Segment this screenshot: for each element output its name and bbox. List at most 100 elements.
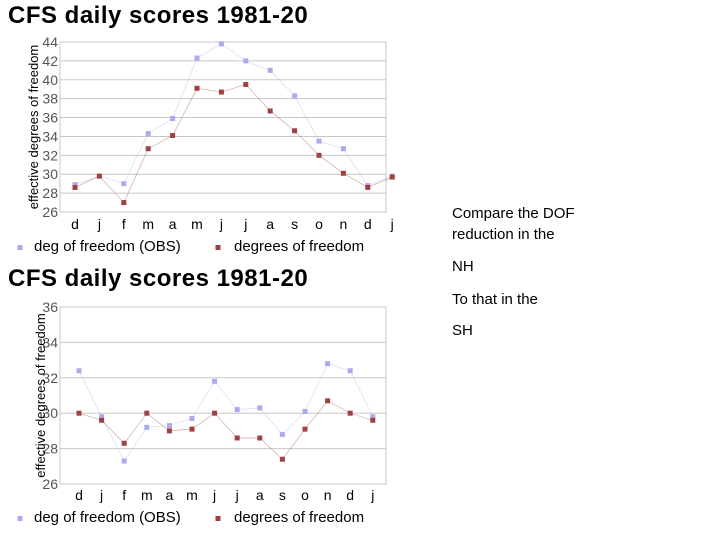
legend-entry: degrees of freedom <box>234 509 364 526</box>
x-tick-label: j <box>235 487 239 503</box>
x-tick-label: a <box>256 487 264 503</box>
data-point <box>279 456 285 462</box>
legend-entry: degrees of freedom <box>234 238 364 255</box>
y-tick-label: 38 <box>42 91 58 107</box>
x-tick-label: j <box>390 216 394 232</box>
data-point <box>302 426 308 432</box>
x-tick-label: d <box>75 487 83 503</box>
legend-entry: deg of freedom (OBS) <box>34 238 181 255</box>
x-tick-label: m <box>186 487 198 503</box>
x-tick-label: d <box>346 487 354 503</box>
data-point <box>292 93 298 99</box>
data-point <box>99 414 105 420</box>
x-tick-label: j <box>97 216 101 232</box>
data-point <box>170 116 176 121</box>
series-line-1 <box>74 84 393 204</box>
x-tick-label: a <box>266 216 274 232</box>
y-tick-label: 28 <box>42 185 58 201</box>
x-tick-label: n <box>324 487 332 503</box>
y-tick-label: 30 <box>42 405 58 421</box>
data-point <box>212 410 218 416</box>
x-tick-label: a <box>166 487 174 503</box>
data-point <box>316 138 322 144</box>
side-text-line-3: NH <box>452 258 474 275</box>
chart-title-1: CFS daily scores 1981-20 <box>8 2 309 29</box>
legend-entry: deg of freedom (OBS) <box>34 509 181 526</box>
data-point <box>144 410 150 416</box>
x-tick-label: d <box>71 216 79 232</box>
series-line-1 <box>78 400 373 460</box>
x-tick-label: j <box>99 487 103 503</box>
y-tick-label: 30 <box>42 166 58 182</box>
data-point <box>389 174 395 180</box>
side-text-line-4: To that in the <box>452 291 538 308</box>
data-point <box>99 417 105 423</box>
data-point <box>370 414 376 420</box>
data-point <box>347 410 353 416</box>
data-point <box>267 67 273 73</box>
y-tick-label: 28 <box>42 441 58 457</box>
data-point <box>121 181 127 187</box>
y-tick-label: 40 <box>42 72 58 88</box>
y-tick-label: 36 <box>42 299 58 315</box>
data-point <box>340 146 346 152</box>
data-point <box>194 85 200 91</box>
data-point <box>370 417 376 423</box>
data-point <box>170 133 176 138</box>
series-line-0 <box>78 363 374 462</box>
x-tick-label: o <box>315 216 323 232</box>
data-point <box>166 423 172 429</box>
data-point <box>218 89 224 95</box>
data-point <box>365 184 371 190</box>
x-tick-label: d <box>364 216 372 232</box>
data-point <box>121 440 127 446</box>
data-point <box>72 184 78 190</box>
data-point <box>218 41 224 47</box>
data-point <box>234 407 240 413</box>
data-point <box>189 416 195 422</box>
chart-title-2: CFS daily scores 1981-20 <box>8 265 309 292</box>
data-point <box>257 435 263 441</box>
data-point <box>76 368 82 374</box>
x-tick-label: f <box>122 487 126 503</box>
side-text-line-5: SH <box>452 322 473 339</box>
side-text-line-2: reduction in the <box>452 226 555 243</box>
side-text-line-1: Compare the DOF <box>452 205 575 222</box>
series-line-0 <box>74 43 393 186</box>
x-tick-label: m <box>191 216 203 232</box>
data-point <box>212 378 218 384</box>
data-point <box>243 58 249 64</box>
y-tick-label: 34 <box>42 334 58 350</box>
x-tick-label: m <box>142 216 154 232</box>
data-point <box>347 368 353 374</box>
x-tick-label: j <box>243 216 247 232</box>
data-point <box>76 410 82 416</box>
x-tick-label: m <box>141 487 153 503</box>
legend-marker <box>17 516 23 521</box>
y-tick-label: 26 <box>42 204 58 220</box>
data-point <box>325 398 331 404</box>
data-point <box>325 361 331 367</box>
y-tick-label: 34 <box>42 128 58 144</box>
data-point <box>96 173 102 179</box>
x-tick-label: j <box>219 216 223 232</box>
x-tick-label: j <box>370 487 374 503</box>
legend-marker <box>215 516 221 521</box>
data-point <box>243 82 249 87</box>
y-tick-label: 32 <box>42 370 58 386</box>
y-tick-label: 26 <box>42 476 58 492</box>
data-point <box>145 131 151 137</box>
data-point <box>121 200 127 206</box>
data-point <box>194 55 200 61</box>
data-point <box>189 426 195 432</box>
x-tick-label: n <box>340 216 348 232</box>
data-point <box>166 428 172 434</box>
data-point <box>340 170 346 176</box>
y-tick-label: 32 <box>42 147 58 163</box>
x-tick-label: s <box>291 216 298 232</box>
data-point <box>234 435 240 441</box>
x-tick-label: a <box>169 216 177 232</box>
data-point <box>144 424 150 430</box>
data-point <box>292 128 298 134</box>
